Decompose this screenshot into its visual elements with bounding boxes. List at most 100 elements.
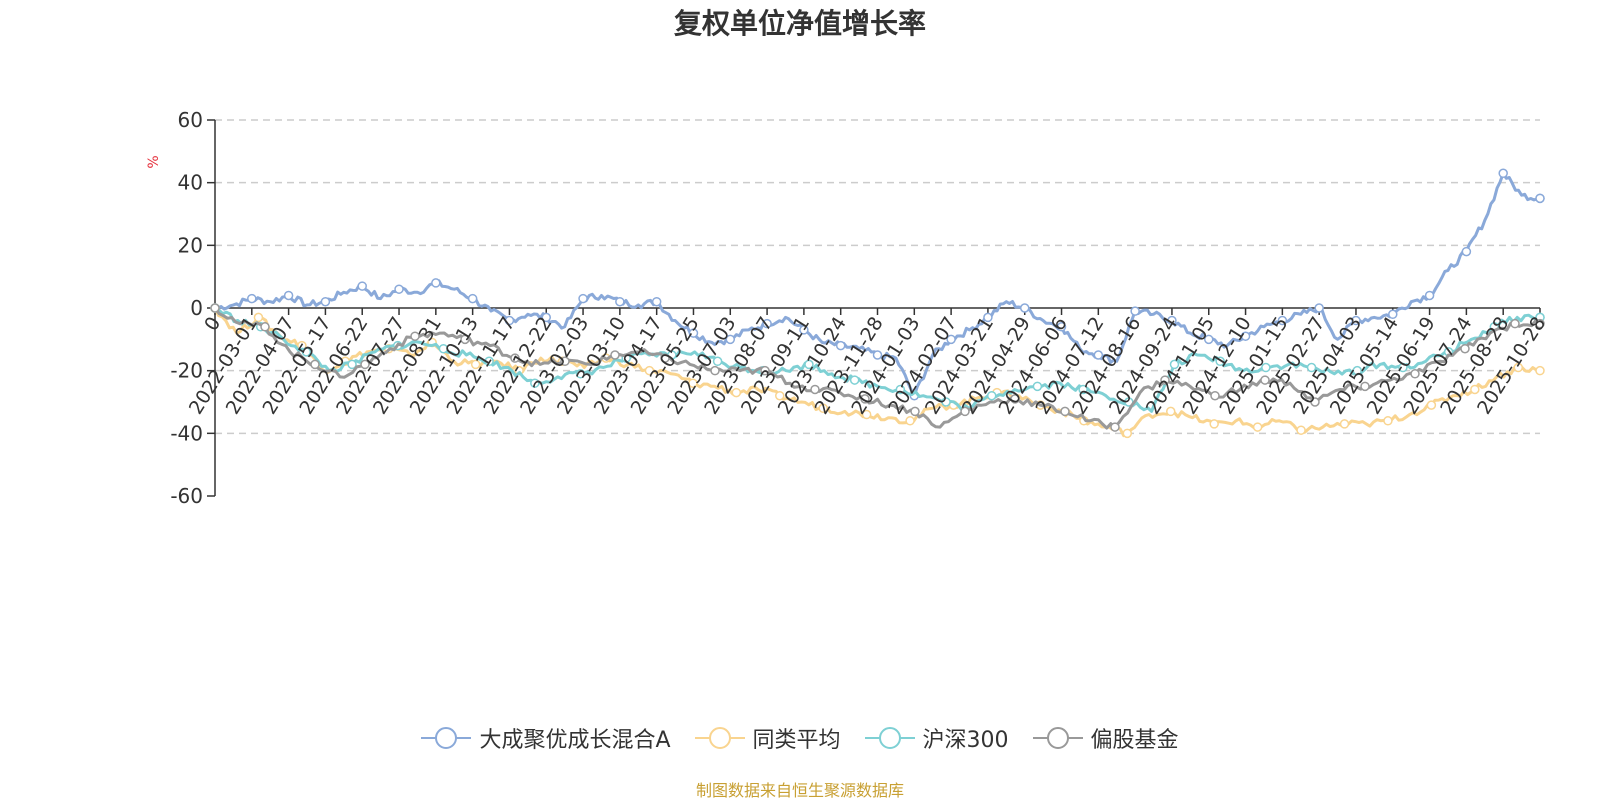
y-tick-label: -20 [170,359,203,383]
data-point [510,353,520,363]
legend-item-fund[interactable]: 大成聚优成长混合A [421,722,671,754]
y-tick-label: 40 [178,171,203,195]
data-point [1252,422,1263,432]
data-point [660,353,670,363]
series-lines [210,168,1545,439]
data-point [1110,422,1120,432]
series-line [214,306,1541,413]
legend-peer-average-label: 同类平均 [752,728,841,753]
data-point [1535,318,1545,329]
data-point [849,375,860,385]
data-point [1215,356,1225,367]
data-point [1210,390,1220,401]
data-point [861,409,872,420]
data-point [983,312,993,323]
data-point [1296,425,1306,435]
data-point [247,293,257,304]
data-point [1426,400,1437,410]
series-line [213,307,1541,430]
data-point [310,359,320,370]
data-point [431,278,441,288]
data-point [986,390,997,401]
data-point [410,331,420,341]
y-tick-label: 20 [178,233,203,257]
data-point [804,359,814,370]
data-point [1360,381,1370,392]
data-point [560,356,570,367]
data-point [1470,384,1480,395]
data-point [1424,290,1435,301]
data-point [872,350,883,360]
data-point [438,343,449,354]
data-point [1169,359,1180,370]
data-point [941,397,951,407]
legend: 大成聚优成长混合A 同类平均 沪深300 偏股基金 [0,722,1600,754]
data-point [283,290,294,301]
data-point [301,347,312,357]
chart-plot: 6040200-20-40-60%02022-03-012022-04-0720… [146,108,1550,508]
data-point [644,365,655,376]
data-point [1060,406,1070,417]
data-point [530,378,540,388]
data-point [1339,419,1350,429]
data-point [360,359,370,370]
data-point [905,416,915,426]
data-point [253,312,264,323]
data-point [347,359,357,370]
y-axis-label: % [146,155,162,168]
data-point [467,293,478,304]
data-point [725,334,736,345]
data-point [1352,365,1362,376]
legend-csi300-icon [864,727,915,749]
axes [207,119,1541,497]
data-point [1165,406,1176,417]
data-point [688,328,699,338]
legend-item-csi300[interactable]: 沪深300 [864,722,1009,754]
data-point [1410,369,1420,379]
data-point [810,384,820,395]
data-point [1019,303,1030,313]
data-point [1240,331,1251,341]
data-point [320,296,331,307]
legend-equity-fund-icon [1032,727,1083,749]
data-point [1351,315,1361,326]
data-point [394,284,404,294]
legend-equity-fund-label: 偏股基金 [1090,728,1179,753]
data-point [1513,362,1524,373]
data-point [1388,309,1398,320]
data-point [1078,384,1088,395]
legend-peer-average-icon [694,727,745,749]
grid-lines [215,119,1540,435]
data-point [1093,350,1104,360]
data-point [1460,343,1470,354]
data-point [504,315,515,326]
legend-item-equity-fund[interactable]: 偏股基金 [1032,722,1179,754]
data-point [775,390,785,401]
data-point [470,359,481,370]
chart-title: 复权单位净值增长率 [673,7,926,40]
data-point [1535,365,1545,376]
data-point [760,365,770,376]
legend-item-peer-average[interactable]: 同类平均 [694,722,841,754]
data-point [1383,416,1393,426]
data-point [1160,375,1170,385]
data-point [1314,303,1324,313]
data-point [960,406,970,417]
data-point [357,281,367,291]
data-point [1209,419,1219,429]
data-point [210,303,220,313]
data-point [541,312,551,323]
data-point [835,340,846,351]
data-point [610,350,620,360]
data-point [1535,193,1545,204]
legend-fund-label: 大成聚优成长混合A [479,728,671,753]
data-point [731,387,742,398]
data-point [1056,322,1067,332]
data-point [1277,315,1288,326]
data-point [910,406,920,417]
data-point [1498,168,1508,179]
data-point [260,322,270,332]
data-point [1260,375,1270,385]
y-tick-label: -60 [170,484,203,508]
data-point [1510,318,1520,329]
